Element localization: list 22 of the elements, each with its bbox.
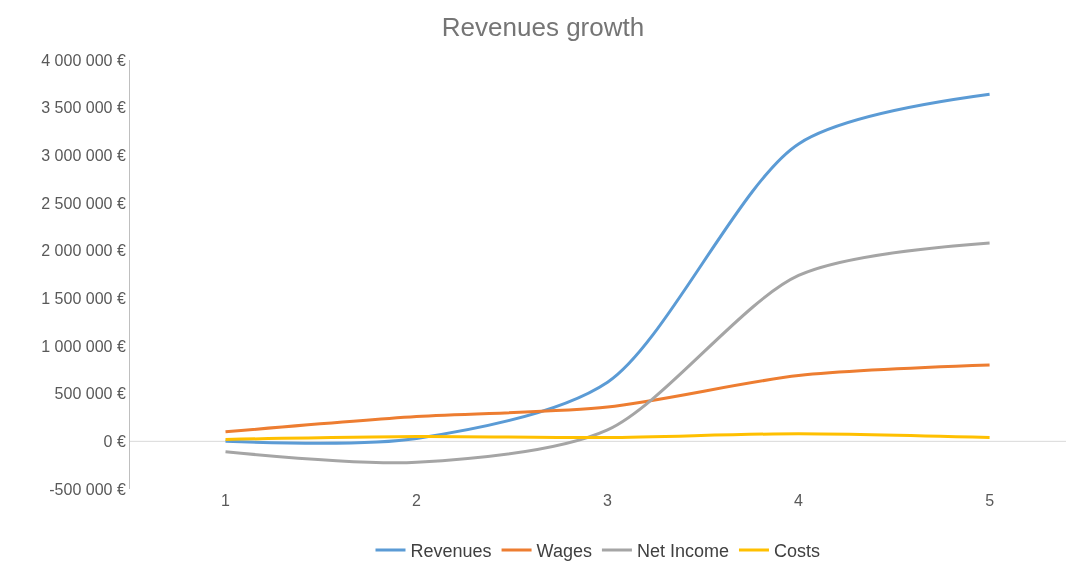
y-tick-label: 3 500 000 €: [41, 99, 126, 117]
legend-label: Revenues: [410, 541, 492, 562]
legend-label: Net Income: [636, 541, 729, 562]
y-tick-label: 1 000 000 €: [41, 337, 126, 355]
legend-label: Costs: [773, 541, 820, 562]
legend-label: Wages: [536, 541, 592, 562]
y-tick-label: 1 500 000 €: [41, 289, 126, 307]
line-series: [224, 241, 992, 465]
x-tick-label: 3: [603, 492, 613, 509]
line-series: [224, 363, 992, 434]
x-tick-label: 4: [794, 492, 804, 509]
y-tick-label: 2 500 000 €: [41, 194, 126, 212]
y-tick-label: 2 000 000 €: [41, 242, 126, 260]
chart-title: Revenues growth: [441, 11, 645, 42]
y-tick-label: 3 000 000 €: [41, 146, 126, 164]
x-tick-label: 2: [412, 492, 422, 509]
y-tick-label: 4 000 000 €: [41, 51, 126, 69]
x-tick-label: 1: [221, 492, 231, 509]
x-tick-label: 5: [985, 492, 995, 509]
y-tick-label: 500 000 €: [54, 385, 126, 403]
y-tick-label: 0 €: [103, 432, 126, 450]
y-tick-label: -500 000 €: [49, 480, 126, 498]
